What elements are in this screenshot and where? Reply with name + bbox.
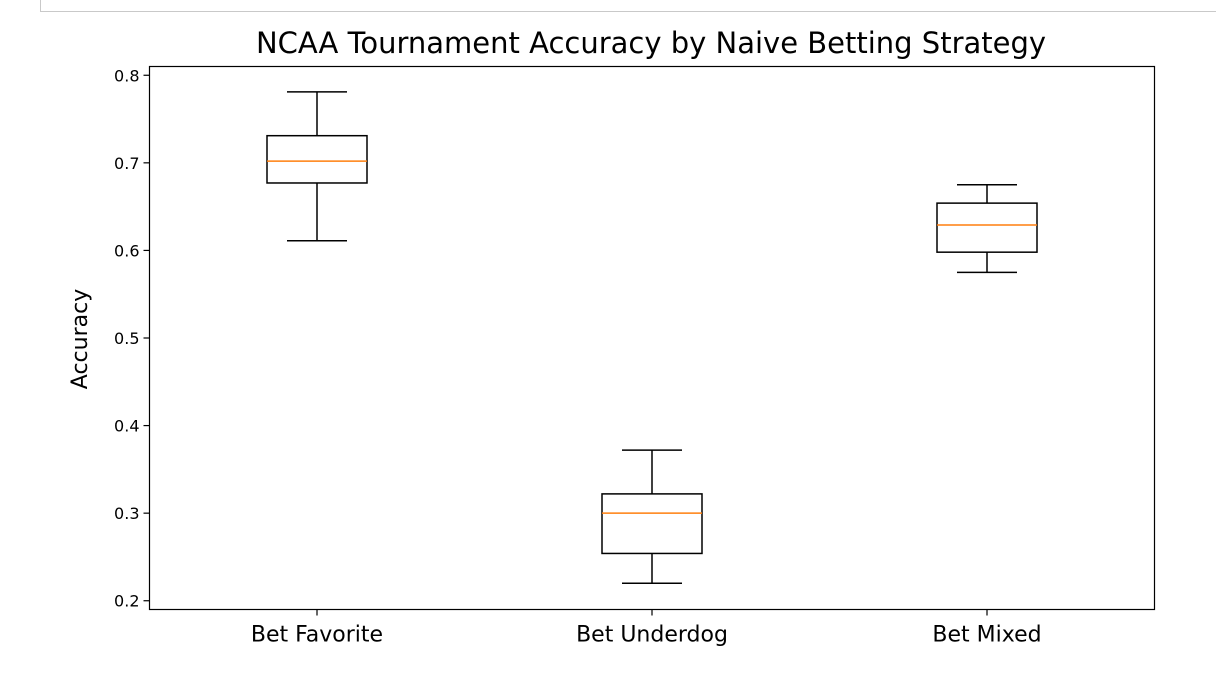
x-tick-label: Bet Underdog: [576, 623, 728, 648]
y-axis-ticks: 0.2 0.3 0.4 0.5 0.6 0.7 0.8: [114, 66, 150, 611]
box-series: [266, 91, 1038, 584]
x-tick-label: Bet Mixed: [932, 623, 1041, 648]
box-2: [601, 449, 703, 584]
y-tick-label: 0.3: [114, 504, 139, 523]
iqr-box: [266, 134, 368, 184]
y-tick-label: 0.4: [114, 417, 139, 436]
x-axis-ticks: Bet Favorite Bet Underdog Bet Mixed: [251, 609, 1042, 648]
y-tick-label: 0.2: [114, 592, 139, 611]
y-tick-label: 0.5: [114, 329, 139, 348]
box-3: [936, 183, 1038, 274]
y-tick-label: 0.6: [114, 241, 139, 260]
plot-area-frame: [148, 65, 1156, 611]
iqr-box: [936, 202, 1038, 253]
y-tick-label: 0.7: [114, 154, 139, 173]
chart-title: NCAA Tournament Accuracy by Naive Bettin…: [256, 26, 1046, 60]
y-tick-label: 0.8: [114, 66, 139, 85]
previous-cell-border: [40, 0, 1216, 12]
iqr-box: [601, 493, 703, 555]
x-tick-label: Bet Favorite: [251, 623, 383, 648]
box-1: [266, 91, 368, 242]
y-axis-label: Accuracy: [68, 289, 93, 389]
